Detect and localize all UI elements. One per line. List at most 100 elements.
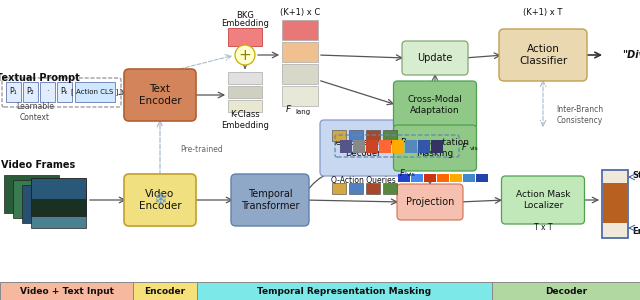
Text: Decoder: Decoder: [545, 286, 587, 296]
Text: (K+1) x C: (K+1) x C: [280, 8, 320, 16]
Text: F': F': [462, 142, 469, 152]
Text: End: End: [632, 227, 640, 236]
FancyBboxPatch shape: [394, 81, 477, 129]
Bar: [31, 190, 86, 228]
FancyBboxPatch shape: [397, 184, 463, 220]
Bar: [366, 140, 378, 153]
Bar: [4, 175, 59, 213]
Bar: [32, 199, 86, 216]
Text: Projection: Projection: [406, 197, 454, 207]
Bar: [340, 140, 352, 153]
Bar: [603, 183, 627, 223]
Text: F: F: [400, 169, 405, 178]
Bar: [353, 140, 365, 153]
Bar: [418, 140, 430, 153]
Bar: [32, 179, 86, 199]
Bar: [13, 180, 68, 218]
Text: BKG: BKG: [236, 11, 254, 20]
Bar: [133, 282, 197, 300]
Bar: [349, 183, 363, 194]
Bar: [332, 130, 346, 141]
Text: Encoder: Encoder: [145, 286, 186, 296]
Text: Start: Start: [632, 170, 640, 179]
Text: Temporal Mask
Decoder: Temporal Mask Decoder: [332, 138, 394, 158]
Text: Q-Action Queries: Q-Action Queries: [331, 176, 396, 184]
Text: P₂: P₂: [27, 88, 35, 97]
FancyBboxPatch shape: [320, 120, 406, 176]
Bar: [0, 282, 133, 300]
Bar: [31, 178, 86, 216]
FancyBboxPatch shape: [394, 125, 477, 171]
Text: [ Action CLS ]: [ Action CLS ]: [72, 88, 118, 95]
Text: vis: vis: [407, 172, 416, 178]
Text: Pre-trained: Pre-trained: [180, 146, 223, 154]
Bar: [228, 86, 262, 98]
Bar: [463, 174, 475, 182]
Bar: [40, 82, 55, 102]
Text: Action
Classifier: Action Classifier: [519, 44, 567, 66]
Text: "Diving": "Diving": [622, 50, 640, 60]
Bar: [450, 174, 462, 182]
Bar: [383, 183, 397, 194]
Bar: [282, 64, 318, 84]
Bar: [602, 170, 628, 238]
FancyBboxPatch shape: [231, 174, 309, 226]
Bar: [405, 140, 417, 153]
Bar: [392, 140, 404, 153]
Text: K-Class
Embedding: K-Class Embedding: [221, 110, 269, 130]
Bar: [57, 82, 72, 102]
FancyBboxPatch shape: [402, 41, 468, 75]
Bar: [282, 42, 318, 62]
Text: Textual Prompt: Textual Prompt: [0, 73, 80, 83]
Text: ·: ·: [46, 88, 49, 97]
Bar: [197, 282, 492, 300]
Text: Temporal Representation Masking: Temporal Representation Masking: [257, 286, 431, 296]
Text: Temporal
Transformer: Temporal Transformer: [241, 189, 300, 211]
Text: Learnable
Context: Learnable Context: [16, 102, 54, 122]
Bar: [398, 174, 410, 182]
Bar: [349, 130, 363, 141]
Bar: [383, 130, 397, 141]
Bar: [366, 130, 380, 141]
FancyBboxPatch shape: [124, 174, 196, 226]
Text: Embedding: Embedding: [221, 19, 269, 28]
Bar: [228, 72, 262, 84]
Text: Action Mask
Localizer: Action Mask Localizer: [516, 190, 570, 210]
Bar: [411, 174, 423, 182]
Text: Video + Text Input: Video + Text Input: [19, 286, 113, 296]
Bar: [492, 282, 640, 300]
Bar: [23, 82, 38, 102]
Text: Update: Update: [417, 53, 452, 63]
Text: (K+1) x T: (K+1) x T: [524, 8, 563, 16]
Text: Text
Encoder: Text Encoder: [139, 84, 181, 106]
Bar: [228, 100, 262, 112]
Text: +: +: [239, 47, 252, 62]
Bar: [228, 28, 262, 46]
Bar: [437, 174, 449, 182]
Bar: [75, 82, 115, 102]
Bar: [603, 171, 627, 183]
Text: Inter-Branch
Consistency: Inter-Branch Consistency: [556, 105, 604, 125]
Bar: [366, 183, 380, 194]
Bar: [22, 185, 77, 223]
Bar: [6, 82, 21, 102]
Text: Video Frames: Video Frames: [1, 160, 75, 170]
Bar: [424, 174, 436, 182]
Text: Pₖ: Pₖ: [61, 88, 68, 97]
FancyBboxPatch shape: [502, 176, 584, 224]
Bar: [332, 183, 346, 194]
Text: F: F: [286, 106, 291, 115]
FancyBboxPatch shape: [124, 69, 196, 121]
Text: Cross-Modal
Adaptation: Cross-Modal Adaptation: [408, 95, 463, 115]
Bar: [603, 223, 627, 237]
Text: P₁: P₁: [10, 88, 17, 97]
Text: Representation
Masking: Representation Masking: [401, 138, 470, 158]
Text: vis: vis: [470, 146, 479, 152]
Text: ❄: ❄: [153, 191, 167, 209]
Bar: [282, 86, 318, 106]
Bar: [476, 174, 488, 182]
Circle shape: [235, 45, 255, 65]
Text: Video
Encoder: Video Encoder: [139, 189, 181, 211]
Text: T x T: T x T: [534, 224, 552, 232]
Bar: [431, 140, 443, 153]
